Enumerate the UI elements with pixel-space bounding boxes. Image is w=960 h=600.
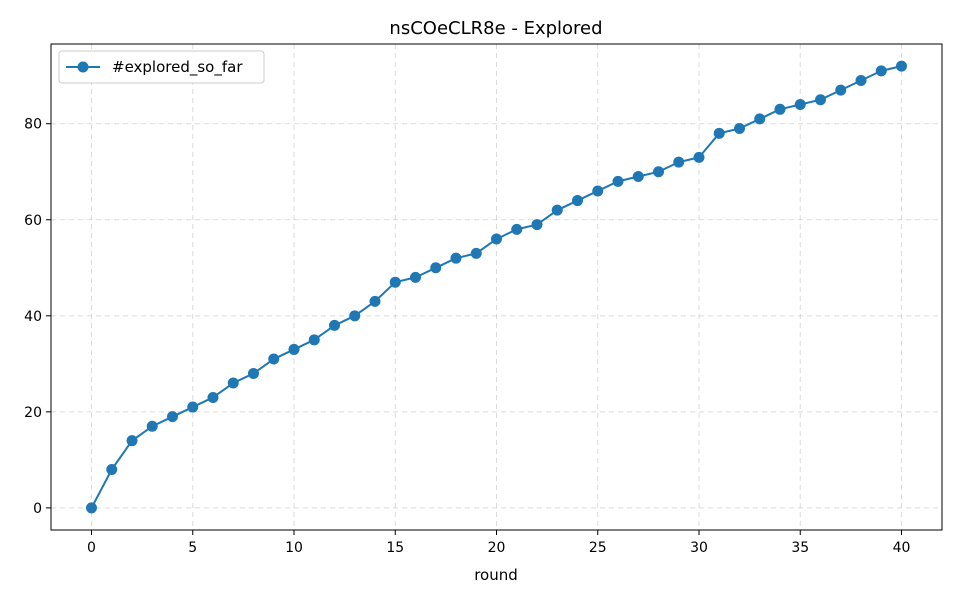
data-point — [693, 151, 705, 163]
legend-box — [58, 50, 265, 84]
data-point — [268, 353, 280, 365]
data-point — [450, 252, 462, 264]
data-point — [855, 74, 867, 86]
data-point — [308, 334, 320, 346]
data-point — [329, 319, 340, 331]
data-point — [207, 391, 219, 403]
data-point — [653, 166, 664, 178]
data-point — [248, 367, 259, 379]
x-tick-label: 40 — [893, 540, 911, 556]
data-point — [470, 247, 482, 259]
data-point — [734, 123, 745, 135]
data-point — [896, 60, 907, 72]
data-point — [126, 435, 138, 447]
data-point — [369, 295, 381, 307]
data-point — [511, 223, 523, 235]
data-point — [187, 401, 199, 413]
y-tick-label: 80 — [24, 117, 42, 133]
data-point — [349, 310, 361, 322]
grid — [51, 44, 942, 530]
axis-ticks: 0 5 10 15 20 25 30 35 40 0 20 40 60 80 — [24, 117, 910, 556]
data-point — [491, 233, 502, 245]
data-point — [531, 219, 543, 231]
data-point — [754, 113, 766, 125]
data-point — [713, 127, 725, 139]
data-point — [410, 271, 421, 283]
data-point — [794, 99, 806, 111]
data-point — [815, 94, 826, 106]
x-tick-label: 25 — [589, 540, 607, 556]
x-axis-label: round — [474, 566, 518, 584]
data-point — [673, 156, 685, 168]
y-tick-label: 20 — [24, 405, 42, 421]
data-point — [612, 175, 624, 187]
data-point — [551, 204, 563, 216]
legend-marker-swatch — [77, 61, 89, 73]
y-tick-label: 60 — [24, 213, 42, 229]
data-point — [288, 343, 300, 355]
data-point — [592, 185, 604, 197]
data-point — [227, 377, 239, 389]
data-point — [167, 411, 178, 423]
x-tick-label: 0 — [87, 540, 96, 556]
x-tick-label: 10 — [285, 540, 303, 556]
data-point — [389, 276, 401, 288]
y-tick-label: 40 — [24, 309, 42, 325]
x-tick-label: 5 — [188, 540, 197, 556]
x-tick-label: 35 — [791, 540, 809, 556]
data-point — [632, 171, 644, 183]
y-tick-label: 0 — [33, 501, 42, 517]
x-tick-label: 15 — [386, 540, 404, 556]
x-tick-label: 30 — [690, 540, 708, 556]
legend-label: #explored_so_far — [112, 58, 243, 77]
series-layer — [86, 60, 907, 514]
data-point — [875, 65, 887, 77]
chart-title: nsCOeCLR8e - Explored — [389, 18, 602, 39]
data-point — [774, 103, 786, 115]
data-point — [86, 502, 97, 514]
data-point — [146, 420, 158, 432]
data-point — [835, 84, 847, 96]
data-point — [572, 195, 583, 207]
legend: #explored_so_far — [58, 50, 265, 84]
x-tick-label: 20 — [488, 540, 506, 556]
data-point — [430, 262, 442, 274]
data-point — [106, 463, 118, 475]
